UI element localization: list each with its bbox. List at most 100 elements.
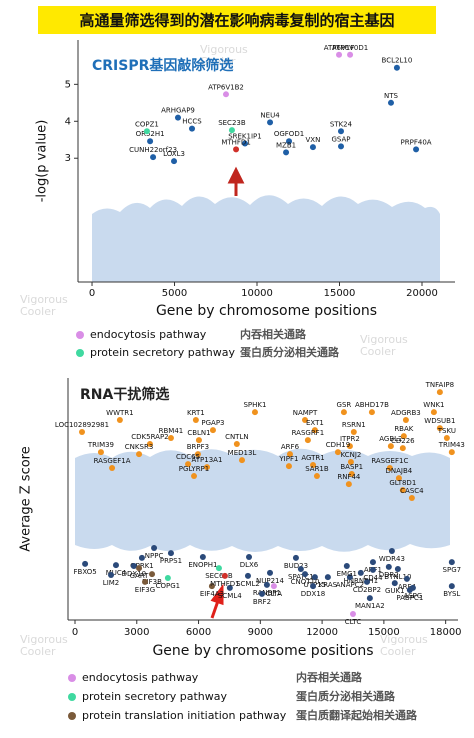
point-label: ATP6V1B2 [208,83,244,91]
point-label: VXN [306,136,321,144]
point-label: LOC102892981 [55,421,109,429]
point [448,449,455,456]
point [258,590,265,597]
point [136,451,143,458]
point [194,451,201,458]
point-label: OPRK1 [130,562,154,570]
x-tick-label: 12000 [306,627,338,638]
point [238,457,245,464]
watermark: Vigorous [20,633,68,646]
point-label: MTHFD1 [221,138,250,146]
point-label: CDK5RAP2 [131,433,168,441]
point-label: HNRNPH1 [344,577,379,585]
point [97,449,104,456]
point-label: WWTR1 [106,409,133,417]
point-label: OGFOD1 [274,130,304,138]
point-label: MAN1A2 [355,602,385,610]
point-label: RASGEF1C [371,457,408,465]
point-label: RASGRF1 [292,429,325,437]
x-tick-label: 5000 [162,288,187,299]
point-label: ENOPH1 [188,561,217,569]
point [108,572,115,579]
legend-label: endocytosis pathway [82,671,199,684]
x-tick-label: 0 [72,627,78,638]
point [215,565,222,572]
point [394,566,401,573]
point [436,389,443,396]
point [130,563,137,570]
point-label: MUC4 [106,569,127,577]
point-label: MZB1 [276,141,296,149]
point [79,428,86,435]
point-label: FBXO5 [74,568,97,576]
title: 高通量筛选得到的潜在影响病毒复制的宿主基因 [79,12,394,30]
point-label: DLX6 [240,561,259,569]
point [150,154,157,161]
point [436,425,443,432]
point-label: RBM41 [159,427,184,435]
point [337,128,344,135]
arrow [227,166,245,196]
point [222,91,229,98]
point [346,574,353,581]
point-label: COPG1 [156,582,181,590]
point [304,437,311,444]
x-tick-label: 20000 [406,288,438,299]
point [233,440,240,447]
point [192,416,199,423]
point [395,475,402,482]
point-label: GUK1 [385,587,405,595]
point-label: GLT8D1 [389,479,416,487]
point [209,427,216,434]
legend-marker [76,349,84,357]
point-label: PGAP3 [201,419,224,427]
point-label: DDX10 [122,570,146,578]
point-label: ADGRB3 [391,409,421,417]
point-label: RBAK [394,425,413,433]
point-label: ARHGAP9 [161,107,195,115]
legend-label-zh: 蛋白质分泌相关通路 [296,689,396,703]
point [285,463,292,470]
legend-label: protein secretory pathway [90,346,236,359]
point-label: WNK1 [423,401,444,409]
panel-title: RNA干扰筛选 [80,386,169,403]
point-label: KRAS [319,581,338,589]
point-label: RANBP1 [253,589,281,597]
point-label: RNF44 [337,473,361,481]
point-label: GART [130,572,150,580]
point [109,464,116,471]
point [310,583,317,590]
point [302,416,309,423]
legend-marker [68,693,76,701]
point-label: NPPC [145,552,164,560]
point [199,554,206,561]
point-label: TSKU [437,427,456,435]
y-axis-title: Average Z score [19,446,34,552]
point-label: BCL2L10 [382,57,413,65]
point [337,143,344,150]
point-label: LIM2 [103,579,119,587]
point-label: RASGEF1A [94,457,131,465]
point [386,464,393,471]
point [336,51,343,58]
x-axis-title: Gene by chromosome positions [156,303,377,319]
point-label: EIF3G [135,586,155,594]
point-label: SCML4 [218,592,242,600]
point [349,611,356,618]
title-banner [38,6,436,34]
point [297,566,304,573]
point [393,64,400,71]
point [430,409,437,416]
point-label: DDR2 [379,571,399,579]
point [402,416,409,423]
watermark: Cooler [380,645,416,658]
point [270,583,277,590]
point-label: WDSUB1 [424,417,455,425]
point-label: SPATC1 [288,573,314,581]
point [387,99,394,106]
point [142,578,149,585]
x-tick-label: 18000 [430,627,462,638]
point-label: GSR [337,401,352,409]
